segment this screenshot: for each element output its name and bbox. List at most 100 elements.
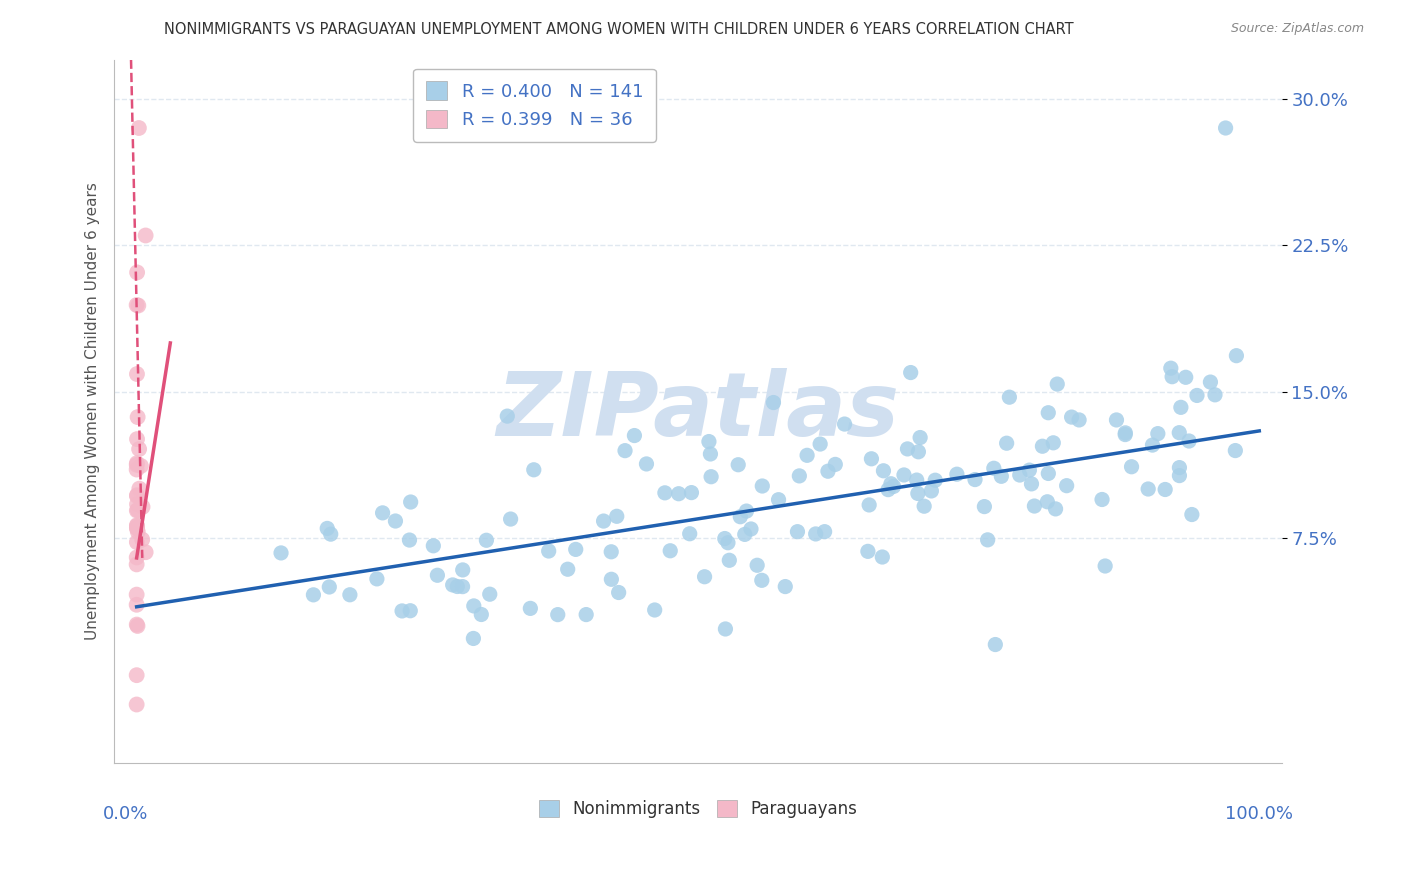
Point [127,299,149,313]
Point [789,469,811,483]
Point [125,598,148,612]
Point [128,120,150,135]
Point [1036,495,1059,509]
Point [575,607,598,622]
Point [963,473,986,487]
Point [135,228,157,243]
Point [900,366,922,380]
Point [422,539,444,553]
Point [371,506,394,520]
Point [441,578,464,592]
Point [127,265,149,279]
Point [1045,502,1067,516]
Point [990,469,1012,483]
Point [451,580,474,594]
Point [1181,508,1204,522]
Point [1024,499,1046,513]
Point [1060,410,1083,425]
Point [907,444,929,458]
Point [384,514,406,528]
Point [1021,476,1043,491]
Point [727,458,749,472]
Point [499,512,522,526]
Point [1199,375,1222,389]
Point [125,497,148,511]
Point [129,458,152,473]
Legend: Nonimmigrants, Paraguayans: Nonimmigrants, Paraguayans [531,794,863,825]
Point [470,607,492,622]
Point [905,473,928,487]
Point [1008,468,1031,483]
Point [693,570,716,584]
Text: Source: ZipAtlas.com: Source: ZipAtlas.com [1230,22,1364,36]
Point [1042,435,1064,450]
Point [399,495,422,509]
Point [880,476,903,491]
Point [679,526,702,541]
Point [125,488,148,502]
Point [1168,425,1191,440]
Point [496,409,519,424]
Text: ZIPatlas: ZIPatlas [496,368,900,455]
Point [983,461,1005,475]
Point [735,504,758,518]
Point [125,489,148,503]
Point [125,668,148,682]
Point [668,487,690,501]
Point [270,546,292,560]
Text: 0.0%: 0.0% [103,805,148,823]
Point [125,535,148,549]
Point [893,467,915,482]
Point [125,617,148,632]
Point [547,607,569,622]
Point [316,521,339,535]
Point [1046,377,1069,392]
Point [463,599,485,613]
Point [1114,427,1136,442]
Point [125,503,148,517]
Point [775,580,797,594]
Point [995,436,1018,450]
Point [600,545,623,559]
Point [1215,120,1237,135]
Point [714,622,737,636]
Point [1038,406,1060,420]
Point [644,603,666,617]
Point [1146,426,1168,441]
Point [127,619,149,633]
Point [391,604,413,618]
Point [924,473,946,487]
Point [125,458,148,472]
Point [1121,459,1143,474]
Point [718,553,741,567]
Point [127,410,149,425]
Point [398,533,420,547]
Point [872,549,894,564]
Point [125,521,148,535]
Point [856,544,879,558]
Point [131,500,153,514]
Point [446,580,468,594]
Point [717,535,740,549]
Point [564,542,586,557]
Point [699,447,721,461]
Point [451,563,474,577]
Point [1170,401,1192,415]
Point [519,601,541,615]
Point [623,428,645,442]
Point [877,483,900,497]
Point [804,527,827,541]
Point [984,638,1007,652]
Point [796,448,818,462]
Point [125,298,148,312]
Point [1142,438,1164,452]
Point [463,632,485,646]
Point [1091,492,1114,507]
Point [1160,361,1182,376]
Point [127,524,149,539]
Point [912,499,935,513]
Point [768,492,790,507]
Point [606,509,628,524]
Point [907,486,929,500]
Point [592,514,614,528]
